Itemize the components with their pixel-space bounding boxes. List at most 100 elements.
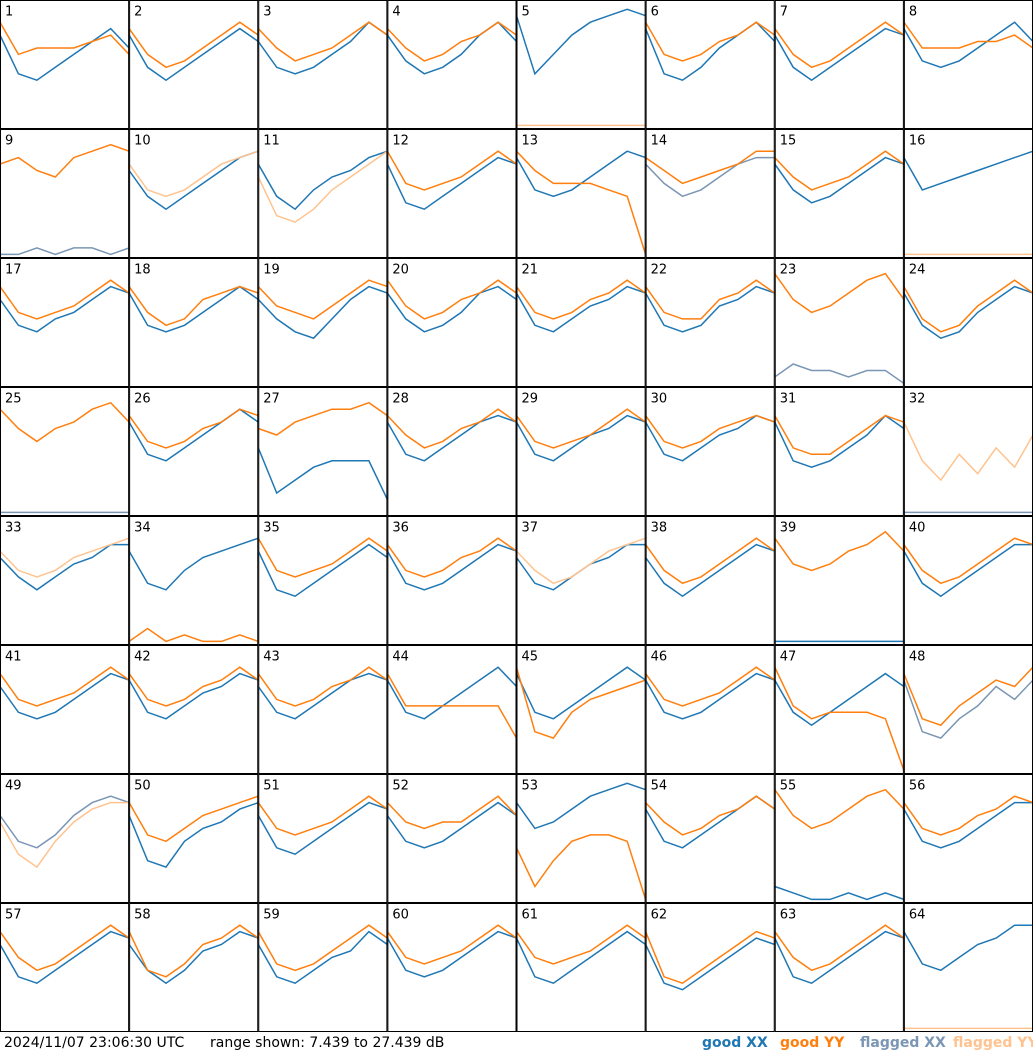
- xx-trace: [258, 285, 388, 340]
- panel-border: [774, 129, 904, 258]
- panel-border: [516, 774, 646, 903]
- panel: 13: [516, 129, 646, 258]
- range-to: to: [354, 1035, 368, 1051]
- yy-trace: [0, 401, 130, 443]
- yy-trace: [645, 150, 775, 185]
- xx-trace: [387, 543, 517, 591]
- xx-trace: [387, 285, 517, 333]
- panel-border: [645, 774, 775, 903]
- panel-label: 58: [134, 908, 151, 923]
- panel: 15: [774, 129, 904, 258]
- yy-trace: [258, 795, 388, 836]
- yy-trace: [258, 21, 388, 62]
- yy-trace: [774, 788, 904, 830]
- panel: 35: [258, 516, 388, 645]
- panel-label: 47: [780, 650, 797, 665]
- panel-label: 6: [651, 5, 659, 20]
- panel-label: 3: [263, 5, 271, 20]
- panel: 14: [645, 129, 775, 258]
- yy-trace: [774, 21, 904, 69]
- panel-label: 50: [134, 779, 151, 794]
- panel-border: [129, 387, 259, 516]
- yy-trace: [516, 834, 646, 900]
- yy-trace: [645, 414, 775, 449]
- panel-border: [387, 903, 517, 1032]
- panel-border: [0, 0, 130, 129]
- panel: 53: [516, 774, 646, 903]
- yy-trace: [387, 408, 517, 449]
- xx-trace: [774, 885, 904, 901]
- panel-border: [516, 903, 646, 1032]
- panel: 27: [258, 387, 388, 516]
- panel-label: 39: [780, 521, 797, 536]
- panel: 19: [258, 258, 388, 387]
- panel-label: 10: [134, 134, 151, 149]
- xx-trace: [516, 930, 646, 985]
- panel: 4: [387, 0, 517, 129]
- panel-border: [258, 0, 388, 129]
- yy-trace: [645, 666, 775, 707]
- xx-trace: [0, 543, 130, 591]
- panel-border: [645, 645, 775, 774]
- panel: 33: [0, 516, 130, 645]
- panel-label: 18: [134, 263, 151, 278]
- xx-trace: [516, 8, 646, 76]
- panel-border: [258, 387, 388, 516]
- panel: 7: [774, 0, 904, 129]
- legend-entry: flagged XX: [860, 1035, 946, 1051]
- panel-label: 13: [522, 134, 539, 149]
- panel: 58: [129, 903, 259, 1032]
- xx-trace: [387, 414, 517, 462]
- panel: 46: [645, 645, 775, 774]
- panel: 57: [0, 903, 130, 1032]
- panel-label: 25: [5, 392, 22, 407]
- panel: 10: [129, 129, 259, 258]
- yy-trace: [0, 537, 130, 578]
- xx-trace: [387, 930, 517, 978]
- xx-trace: [387, 666, 517, 720]
- panel: 1: [0, 0, 130, 129]
- xx-trace: [903, 285, 1033, 340]
- panel-label: 40: [909, 521, 926, 536]
- panel: 30: [645, 387, 775, 516]
- panel: 28: [387, 387, 517, 516]
- panel: 20: [387, 258, 517, 387]
- panel-border: [516, 0, 646, 129]
- panel: 37: [516, 516, 646, 645]
- panel-label: 54: [651, 779, 668, 794]
- panel: 17: [0, 258, 130, 387]
- panel-border: [258, 645, 388, 774]
- panel-label: 30: [651, 392, 668, 407]
- panel-border: [774, 387, 904, 516]
- yy-trace: [903, 21, 1033, 49]
- panel-border: [129, 516, 259, 645]
- panel-border: [516, 516, 646, 645]
- yy-trace: [129, 666, 259, 707]
- yy-trace: [645, 21, 775, 62]
- panel-label: 32: [909, 392, 926, 407]
- panel-border: [645, 0, 775, 129]
- yy-trace: [516, 924, 646, 965]
- panel-border: [516, 645, 646, 774]
- panel-border: [0, 129, 130, 258]
- footer: 2024/11/07 23:06:30 UTC range shown: 7.4…: [4, 1035, 1033, 1051]
- panel-border: [516, 258, 646, 387]
- panel: 34: [129, 516, 259, 645]
- xx-trace: [645, 285, 775, 333]
- panel-border: [774, 903, 904, 1032]
- panel: 31: [774, 387, 904, 516]
- xx-trace: [0, 285, 130, 333]
- xx-trace: [903, 21, 1033, 69]
- panel-border: [258, 774, 388, 903]
- panel-border: [774, 0, 904, 129]
- panel-label: 27: [263, 392, 280, 407]
- range-text: range shown: 7.439 to 27.439 dB: [210, 1035, 444, 1051]
- panel-border: [645, 516, 775, 645]
- panel-label: 49: [5, 779, 22, 794]
- xx-trace: [516, 666, 646, 720]
- range-max: 27.439: [372, 1035, 421, 1051]
- xx-trace: [903, 150, 1033, 191]
- xx-trace: [0, 672, 130, 720]
- panel-border: [645, 903, 775, 1032]
